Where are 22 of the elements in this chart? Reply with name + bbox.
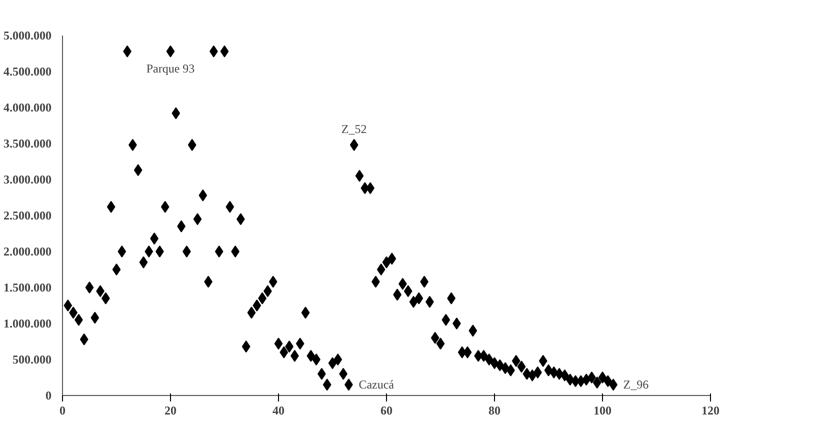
x-tick-label: 20 [164, 404, 176, 418]
x-tick-label: 0 [60, 404, 66, 418]
y-tick-label: 5.000.000 [4, 28, 52, 42]
y-tick-label: 1.000.000 [4, 316, 52, 330]
annotation: Parque 93 [146, 61, 195, 76]
x-tick-label: 100 [594, 404, 612, 418]
y-tick-label: 3.500.000 [4, 136, 52, 150]
y-tick-label: 4.000.000 [4, 100, 52, 114]
y-tick-label: 2.500.000 [4, 208, 52, 222]
y-tick-label: 3.000.000 [4, 172, 52, 186]
y-tick-label: 2.000.000 [4, 244, 52, 258]
annotation: Z_96 [623, 378, 649, 392]
y-tick-label: 0 [46, 388, 52, 402]
y-tick-label: 1.500.000 [4, 280, 52, 294]
x-tick-label: 60 [380, 404, 392, 418]
x-tick-label: 80 [488, 404, 500, 418]
annotation: Cazucá [358, 378, 395, 392]
y-tick-label: 4.500.000 [4, 64, 52, 78]
y-tick-label: 500.000 [12, 352, 52, 366]
annotation: Z_52 [341, 122, 367, 136]
x-tick-label: 120 [702, 404, 720, 418]
x-tick-label: 40 [272, 404, 284, 418]
